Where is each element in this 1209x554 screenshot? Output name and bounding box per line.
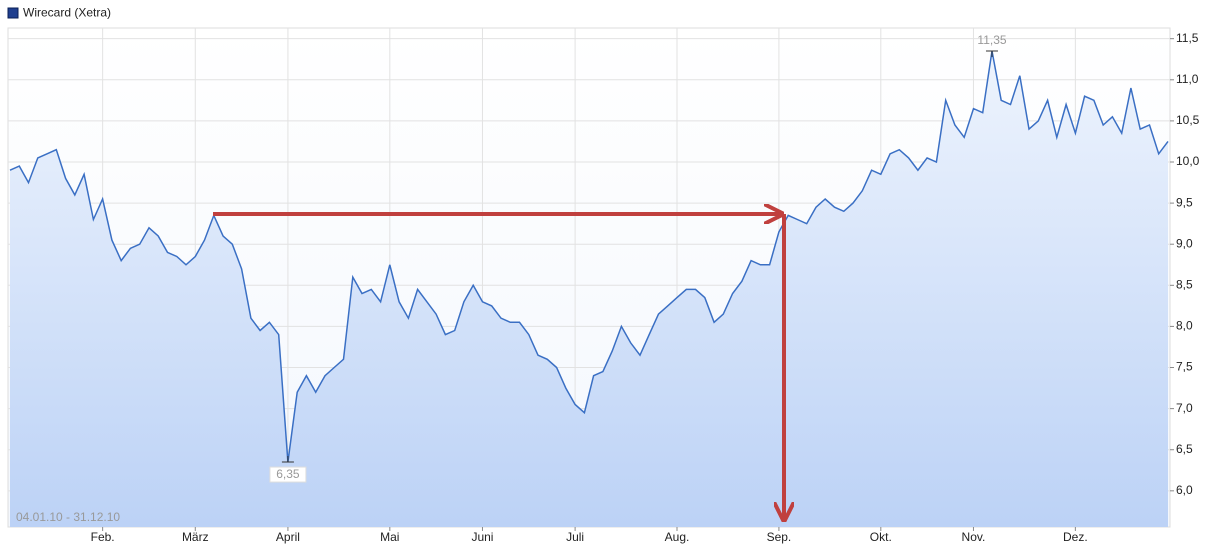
x-tick-label: Dez. — [1063, 530, 1088, 544]
y-tick-label: 10,0 — [1176, 154, 1200, 168]
y-tick-label: 9,0 — [1176, 236, 1193, 250]
y-tick-label: 6,0 — [1176, 483, 1193, 497]
y-tick-label: 9,5 — [1176, 195, 1193, 209]
x-tick-label: April — [276, 530, 300, 544]
y-tick-label: 8,0 — [1176, 319, 1193, 333]
x-tick-label: Okt. — [870, 530, 892, 544]
legend-swatch — [7, 7, 19, 19]
x-tick-label: Nov. — [962, 530, 986, 544]
date-range: 04.01.10 - 31.12.10 — [16, 510, 120, 524]
x-tick-label: Juni — [471, 530, 493, 544]
x-tick-label: Juli — [566, 530, 584, 544]
min-label-bg — [269, 466, 307, 483]
x-tick-label: Aug. — [665, 530, 690, 544]
line — [9, 50, 1169, 463]
y-tick-label: 8,5 — [1176, 277, 1193, 291]
legend-label: Wirecard (Xetra) — [23, 6, 111, 20]
y-tick-label: 11,5 — [1176, 31, 1199, 45]
x-tick-label: Feb. — [91, 530, 115, 544]
max-label: 11,35 — [977, 33, 1006, 47]
x-tick-label: März — [182, 530, 209, 544]
max-marker — [985, 50, 998, 58]
min-label: 6,35 — [276, 467, 300, 481]
y-tick-label: 11,0 — [1176, 72, 1199, 86]
area — [10, 51, 1168, 527]
y-tick-label: 7,5 — [1176, 360, 1193, 374]
min-marker — [281, 456, 294, 463]
y-tick-label: 6,5 — [1176, 442, 1193, 456]
y-tick-label: 7,0 — [1176, 401, 1193, 415]
x-tick-label: Sep. — [767, 530, 792, 544]
y-tick-label: 10,5 — [1176, 113, 1200, 127]
x-tick-label: Mai — [380, 530, 399, 544]
